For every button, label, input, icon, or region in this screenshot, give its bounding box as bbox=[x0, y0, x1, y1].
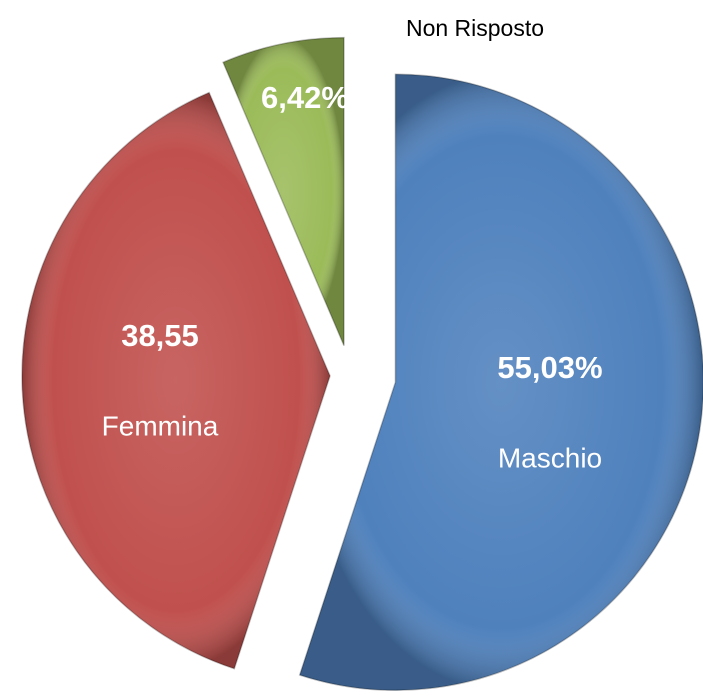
category-label: Maschio bbox=[498, 442, 602, 473]
category-label: Femmina bbox=[102, 410, 219, 441]
value-label: 55,03% bbox=[497, 350, 602, 385]
category-label: Non Risposto bbox=[406, 15, 544, 41]
value-label: 38,55 bbox=[121, 318, 199, 353]
value-label: 6,42% bbox=[261, 80, 349, 115]
